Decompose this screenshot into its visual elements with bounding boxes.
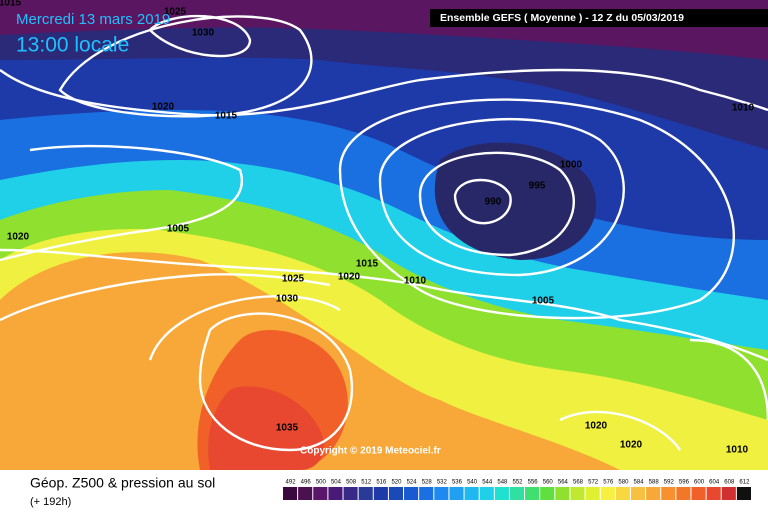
scale-swatch (464, 487, 479, 500)
scale-label: 492 (286, 480, 297, 486)
isobar-labels: 1015 1025 1030 1020 1015 1005 1020 1025 1030 1020… (0, 0, 755, 456)
scale-label: 548 (497, 480, 508, 486)
isobar-label: 1025 (282, 274, 305, 285)
scale-swatch (404, 487, 419, 500)
scale-label: 528 (422, 480, 433, 486)
isobar-label: 1030 (276, 294, 299, 305)
scale-swatch (646, 487, 661, 500)
scale-swatch (525, 487, 540, 500)
scale-swatch (449, 487, 464, 500)
scale-swatch (540, 487, 555, 500)
scale-swatch (691, 487, 706, 500)
scale-swatch (479, 487, 494, 500)
scale-swatch (388, 487, 404, 500)
scale-label: 496 (301, 480, 312, 486)
scale-label: 612 (739, 480, 750, 486)
scale-swatch (615, 487, 630, 500)
forecast-time: 13:00 locale (16, 34, 129, 57)
scale-swatch (585, 487, 600, 500)
isobar-label: 990 (485, 197, 502, 208)
isobar-label: 1005 (532, 296, 555, 307)
isobar-label: 1000 (560, 160, 583, 171)
isobar-label: 1030 (192, 28, 215, 39)
scale-label: 540 (467, 480, 478, 486)
scale-label: 516 (376, 480, 387, 486)
scale-label: 604 (709, 480, 720, 486)
scale-label: 596 (679, 480, 690, 486)
isobar-label: 995 (529, 181, 546, 192)
scale-swatch (434, 487, 449, 500)
scale-label: 592 (664, 480, 675, 486)
scale-swatch (313, 487, 328, 500)
scale-swatch (328, 487, 343, 500)
scale-label: 560 (543, 480, 554, 486)
scale-label: 520 (391, 480, 402, 486)
isobar-label: 1020 (338, 272, 361, 283)
isobar-label: 1015 (215, 111, 238, 122)
scale-swatch (509, 487, 525, 500)
scale-label: 584 (634, 480, 645, 486)
scale-swatch (706, 487, 721, 500)
scale-label: 608 (724, 480, 735, 486)
scale-label: 504 (331, 480, 342, 486)
scale-swatch (283, 487, 298, 500)
scale-swatch (419, 487, 434, 500)
scale-label: 568 (573, 480, 584, 486)
scale-label: 572 (588, 480, 599, 486)
scale-swatch (630, 487, 646, 500)
footer-title: Géop. Z500 & pression au sol (30, 475, 215, 491)
isobar-label: 1020 (585, 421, 608, 432)
scale-label: 508 (346, 480, 357, 486)
isobar-label: 1020 (152, 102, 175, 113)
isobar-label: 1010 (732, 103, 755, 114)
scale-label: 564 (558, 480, 569, 486)
isobar-label: 1025 (164, 7, 187, 18)
scale-label: 532 (437, 480, 448, 486)
scale-swatch (721, 487, 736, 500)
scale-label: 524 (407, 480, 418, 486)
scale-label: 588 (649, 480, 660, 486)
scale-label: 500 (316, 480, 327, 486)
isobar-label: 1010 (404, 276, 427, 287)
scale-swatch (298, 487, 313, 500)
scale-label: 576 (603, 480, 614, 486)
scale-swatch (661, 487, 676, 500)
isobar-label: 1010 (726, 445, 749, 456)
model-banner (430, 9, 768, 27)
scale-swatch (600, 487, 615, 500)
scale-label: 536 (452, 480, 463, 486)
scale-swatch (676, 487, 691, 500)
scale-label: 556 (528, 480, 539, 486)
scale-swatch (570, 487, 585, 500)
color-scale: 492 496 500 504 508 512 516 520 524 528 532 536 540 5… (283, 480, 751, 500)
scale-swatch (343, 487, 358, 500)
scale-label: 512 (361, 480, 372, 486)
scale-swatch (736, 487, 751, 500)
footer-lead: (+ 192h) (30, 496, 71, 508)
scale-label: 580 (618, 480, 629, 486)
copyright: Copyright © 2019 Meteociel.fr (300, 446, 441, 457)
scale-label: 544 (482, 480, 493, 486)
model-info: Ensemble GEFS ( Moyenne ) - 12 Z du 05/0… (440, 12, 684, 24)
forecast-date: Mercredi 13 mars 2019 (16, 11, 170, 28)
scale-swatch (358, 487, 373, 500)
isobar-label: 1035 (276, 423, 299, 434)
isobar-label: 1005 (167, 224, 190, 235)
isobar-label: 1020 (620, 440, 643, 451)
scale-label: 552 (512, 480, 523, 486)
scale-swatch (494, 487, 509, 500)
isobar-label: 1015 (0, 0, 22, 9)
scale-swatch (373, 487, 388, 500)
isobars (0, 14, 768, 452)
scale-label: 600 (694, 480, 705, 486)
isobar-label: 1015 (356, 259, 379, 270)
isobar-label: 1020 (7, 232, 30, 243)
scale-swatch (555, 487, 570, 500)
